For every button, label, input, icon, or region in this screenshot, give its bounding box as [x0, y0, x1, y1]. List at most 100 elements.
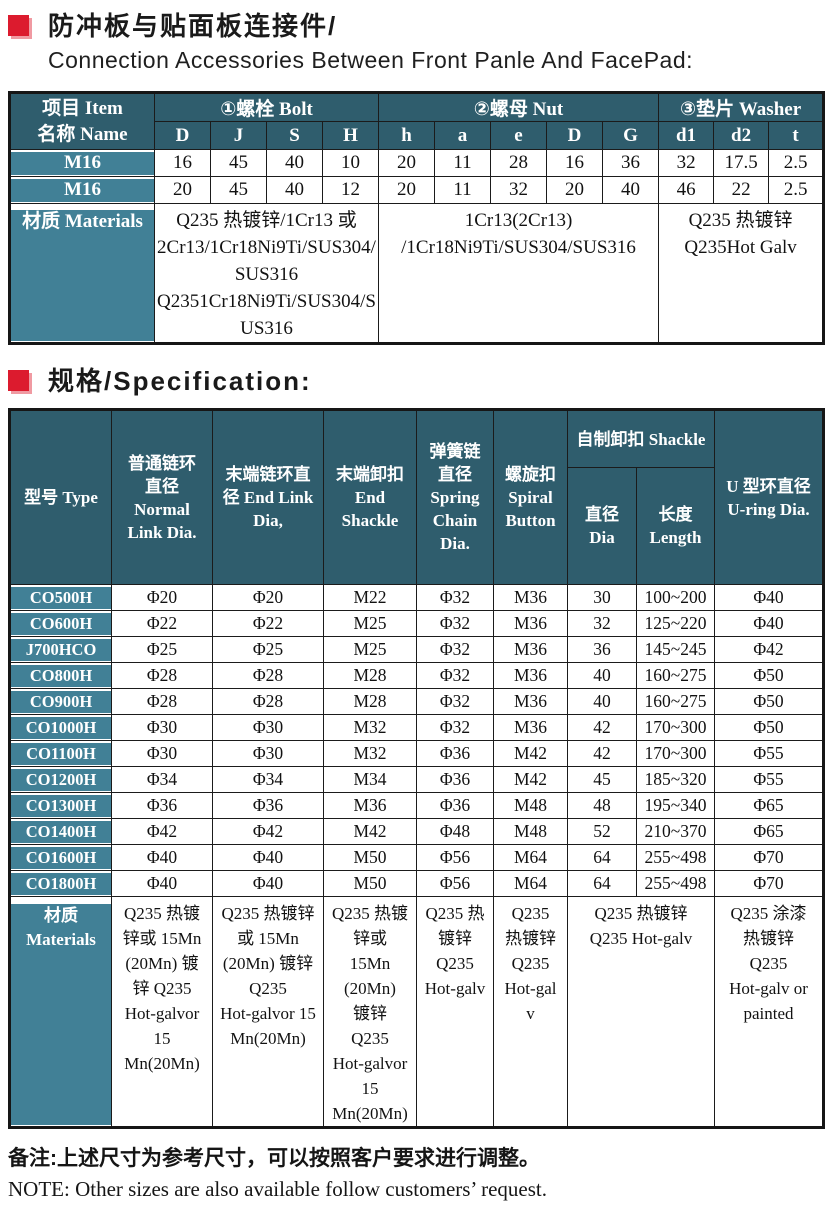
data-cell: M36 — [493, 584, 568, 611]
col-header: S — [266, 121, 323, 150]
data-cell: 64 — [567, 844, 637, 871]
data-cell: Φ25 — [212, 636, 324, 663]
row-label: CO1400H — [9, 818, 112, 845]
row-label: CO500H — [9, 584, 112, 611]
data-cell: 255~498 — [636, 844, 715, 871]
data-cell: Φ30 — [212, 714, 324, 741]
data-cell: 40 — [601, 176, 660, 204]
section1-title-zh: 防冲板与贴面板连接件/ — [48, 11, 338, 41]
data-cell: M64 — [493, 844, 568, 871]
section2-title-block: 规格/Specification: — [8, 363, 822, 399]
data-cell: 22 — [713, 176, 770, 204]
data-cell: M25 — [323, 636, 417, 663]
row-label: CO1300H — [9, 792, 112, 819]
data-cell: 20 — [154, 176, 211, 204]
data-cell: Φ28 — [111, 662, 213, 689]
data-cell: Φ50 — [714, 662, 824, 689]
materials-nut: 1Cr13(2Cr13) /1Cr18Ni9Ti/SUS304/SUS316 — [377, 203, 660, 344]
data-cell: 40 — [266, 149, 323, 177]
data-cell: M28 — [323, 662, 417, 689]
data-cell: 255~498 — [636, 870, 715, 897]
data-cell: M36 — [493, 662, 568, 689]
data-cell: 52 — [567, 818, 637, 845]
data-cell: M42 — [493, 766, 568, 793]
table-row: M16 16 45 40 10 20 11 28 16 36 32 17.5 2… — [9, 149, 825, 177]
data-cell: 170~300 — [636, 714, 715, 741]
data-cell: 12 — [322, 176, 379, 204]
row-label: CO900H — [9, 688, 112, 715]
col-header: D — [546, 121, 603, 150]
materials-bolt: Q235 热镀锌/1Cr13 或 2Cr13/1Cr18Ni9Ti/SUS304… — [154, 203, 379, 344]
group-header-bolt: ①螺栓 Bolt — [154, 92, 379, 122]
data-cell: M36 — [493, 636, 568, 663]
data-cell: Φ30 — [111, 714, 213, 741]
data-cell: 11 — [434, 149, 491, 177]
data-cell: M28 — [323, 688, 417, 715]
table-row: CO800H Φ28 Φ28 M28 Φ32 M36 40 160~275 Φ5… — [9, 662, 824, 689]
data-cell: Φ30 — [111, 740, 213, 767]
col-header: d1 — [658, 121, 715, 150]
header-type: 型号 Type — [9, 409, 112, 585]
table-row: CO1200H Φ34 Φ34 M34 Φ36 M42 45 185~320 Φ… — [9, 766, 824, 793]
table-row: CO1800H Φ40 Φ40 M50 Φ56 M64 64 255~498 Φ… — [9, 870, 824, 897]
table-row: CO1600H Φ40 Φ40 M50 Φ56 M64 64 255~498 Φ… — [9, 844, 824, 871]
data-cell: 48 — [567, 792, 637, 819]
data-cell: Φ32 — [416, 636, 494, 663]
section1-title-en: Connection Accessories Between Front Pan… — [48, 47, 694, 73]
data-cell: 45 — [210, 176, 267, 204]
materials-normal-link: Q235 热镀 锌或 15Mn (20Mn) 镀 锌 Q235 Hot-galv… — [111, 896, 213, 1128]
data-cell: 185~320 — [636, 766, 715, 793]
section2-titles: 规格/Specification: — [48, 363, 312, 399]
header-spiral-button: 螺旋扣 Spiral Button — [493, 409, 568, 585]
materials-spiral-button: Q235 热镀锌 Q235 Hot-gal v — [493, 896, 568, 1128]
data-cell: Φ36 — [416, 792, 494, 819]
data-cell: Φ32 — [416, 610, 494, 637]
col-header: a — [434, 121, 491, 150]
data-cell: 36 — [567, 636, 637, 663]
data-cell: 17.5 — [713, 149, 770, 177]
data-cell: 10 — [322, 149, 379, 177]
connection-accessories-table: 项目 Item 名称 Name ①螺栓 Bolt ②螺母 Nut ③垫片 Was… — [8, 91, 826, 345]
table-row: CO500H Φ20 Φ20 M22 Φ32 M36 30 100~200 Φ4… — [9, 584, 824, 611]
data-cell: Φ50 — [714, 688, 824, 715]
materials-shackle: Q235 热镀锌 Q235 Hot-galv — [567, 896, 715, 1128]
row-label: CO1600H — [9, 844, 112, 871]
data-cell: Φ65 — [714, 818, 824, 845]
table2-materials-row: 材质 Materials Q235 热镀 锌或 15Mn (20Mn) 镀 锌 … — [9, 896, 824, 1128]
data-cell: 32 — [658, 149, 715, 177]
data-cell: Φ42 — [212, 818, 324, 845]
data-cell: 40 — [266, 176, 323, 204]
data-cell: 145~245 — [636, 636, 715, 663]
materials-label: 材质 Materials — [9, 896, 112, 1128]
table-row: CO1400H Φ42 Φ42 M42 Φ48 M48 52 210~370 Φ… — [9, 818, 824, 845]
data-cell: Φ55 — [714, 766, 824, 793]
col-header: G — [601, 121, 660, 150]
table1-corner-header: 项目 Item 名称 Name — [9, 92, 155, 150]
data-cell: 160~275 — [636, 688, 715, 715]
data-cell: Φ70 — [714, 870, 824, 897]
data-cell: 32 — [490, 176, 547, 204]
materials-spring-chain: Q235 热 镀锌 Q235 Hot-galv — [416, 896, 494, 1128]
header-end-link-dia: 末端链环直 径 End Link Dia, — [212, 409, 324, 585]
header-shackle-length: 长度 Length — [636, 467, 715, 585]
red-square-bullet-icon — [8, 370, 29, 391]
row-label: CO600H — [9, 610, 112, 637]
data-cell: M36 — [323, 792, 417, 819]
section2-title: 规格/Specification: — [48, 366, 312, 396]
data-cell: Φ28 — [212, 662, 324, 689]
row-label: CO1200H — [9, 766, 112, 793]
col-header: J — [210, 121, 267, 150]
header-u-ring-dia: U 型环直径 U-ring Dia. — [714, 409, 824, 585]
data-cell: Φ22 — [212, 610, 324, 637]
footer-notes: 备注:上述尺寸为参考尺寸，可以按照客户要求进行调整。 NOTE: Other s… — [8, 1143, 822, 1205]
header-shackle-dia: 直径 Dia — [567, 467, 637, 585]
col-header: D — [154, 121, 211, 150]
specification-table: 型号 Type 普通链环 直径 Normal Link Dia. 末端链环直 径… — [8, 408, 825, 1129]
data-cell: 30 — [567, 584, 637, 611]
data-cell: 160~275 — [636, 662, 715, 689]
data-cell: M42 — [323, 818, 417, 845]
row-label: CO1000H — [9, 714, 112, 741]
row-label: CO1100H — [9, 740, 112, 767]
data-cell: 20 — [378, 149, 435, 177]
row-label: CO1800H — [9, 870, 112, 897]
